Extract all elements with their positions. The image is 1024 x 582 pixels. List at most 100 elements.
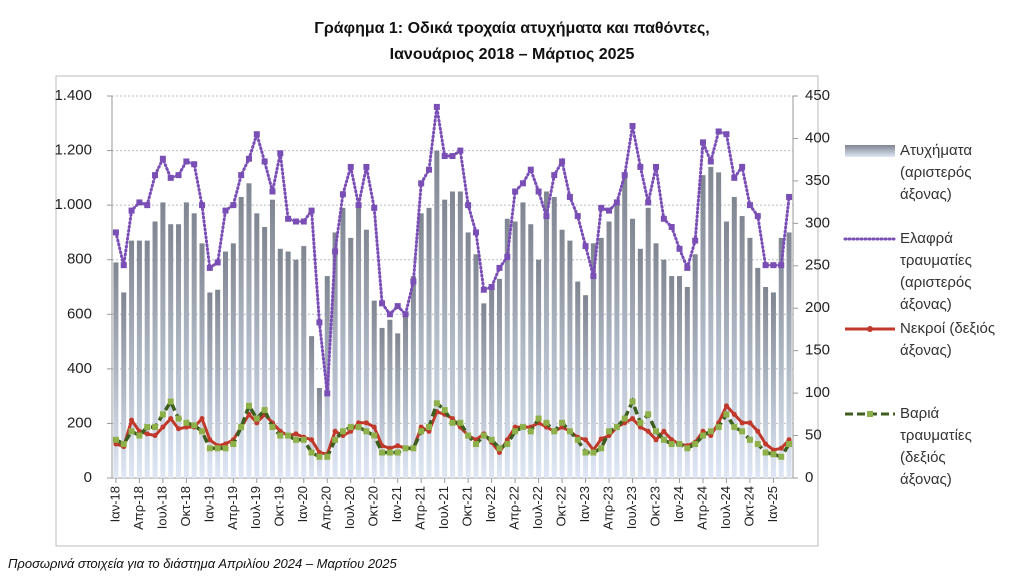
point — [144, 202, 151, 209]
point — [582, 449, 589, 456]
point — [763, 441, 769, 447]
point — [277, 150, 284, 157]
point — [770, 451, 777, 458]
point — [786, 193, 793, 200]
point — [410, 278, 417, 285]
point — [660, 215, 667, 222]
bar — [254, 213, 260, 479]
point — [206, 445, 213, 452]
bar — [755, 267, 761, 478]
point — [629, 398, 636, 405]
bar — [238, 196, 244, 478]
point — [347, 163, 354, 170]
point — [598, 445, 605, 452]
point — [551, 428, 558, 435]
bar — [614, 205, 620, 478]
x-tick-label: Ιαν-22 — [483, 486, 498, 522]
point — [426, 424, 433, 431]
bar — [786, 232, 792, 478]
point — [144, 424, 151, 431]
point — [175, 415, 182, 422]
x-tick-label: Απρ-21 — [413, 486, 428, 530]
bar — [246, 183, 252, 479]
point — [324, 390, 331, 397]
point — [739, 163, 746, 170]
y-tick-label: 0 — [84, 469, 92, 486]
legend-label: Βαριά τραυματίες (δεξιός άξονας) — [900, 405, 972, 488]
point — [261, 407, 268, 414]
point — [418, 180, 425, 187]
point — [723, 403, 729, 409]
point — [559, 419, 566, 426]
bar — [121, 292, 127, 478]
point — [120, 262, 127, 269]
point — [160, 424, 166, 430]
bar — [716, 172, 722, 478]
bar — [528, 224, 534, 478]
point — [488, 284, 495, 290]
point — [308, 449, 315, 456]
y-tick-label: 400 — [67, 360, 92, 377]
point — [598, 204, 605, 211]
x-tick-label: Απρ-24 — [694, 486, 709, 530]
point — [371, 204, 378, 211]
point — [661, 428, 667, 434]
bar — [144, 240, 150, 478]
point — [363, 428, 370, 435]
point — [637, 163, 644, 170]
bar — [262, 226, 268, 478]
bar — [152, 221, 158, 478]
x-tick-label: Οκτ-22 — [554, 486, 569, 527]
point — [339, 428, 346, 435]
legend-label: Ελαφρά τραυματίες (αριστερός άξονας) — [900, 230, 972, 313]
x-tick-label: Οκτ-19 — [272, 486, 287, 527]
point — [230, 202, 237, 209]
point — [496, 445, 503, 452]
point — [543, 419, 550, 426]
bar — [410, 276, 416, 478]
x-tick-label: Ιουλ-21 — [436, 486, 451, 529]
bar — [395, 333, 401, 478]
point — [285, 432, 292, 439]
point — [300, 218, 307, 225]
point — [371, 424, 377, 430]
bar — [309, 336, 315, 478]
point — [606, 207, 613, 214]
bar — [770, 292, 776, 478]
bar — [630, 218, 636, 479]
point — [128, 428, 135, 435]
point — [112, 436, 119, 443]
x-tick-label: Οκτ-20 — [366, 486, 381, 527]
y2-tick-label: 50 — [805, 427, 822, 444]
x-tick-label: Απρ-18 — [131, 486, 146, 530]
point — [183, 158, 190, 165]
bar — [356, 205, 362, 478]
point — [566, 193, 573, 200]
bar — [316, 387, 322, 478]
bar — [113, 262, 119, 478]
bar — [520, 202, 526, 478]
point — [653, 428, 660, 435]
bar — [481, 303, 487, 478]
point — [770, 262, 777, 269]
point — [332, 436, 339, 443]
y2-tick-label: 300 — [805, 214, 830, 231]
point — [449, 419, 456, 426]
bar — [442, 199, 448, 478]
point — [159, 411, 166, 418]
point — [645, 428, 651, 434]
point — [676, 441, 683, 448]
point — [128, 207, 135, 214]
point — [707, 428, 714, 435]
point — [731, 424, 738, 431]
point — [120, 441, 127, 448]
point — [253, 131, 260, 138]
bar — [277, 248, 283, 478]
point — [692, 237, 699, 244]
y-tick-label: 1.200 — [54, 142, 92, 159]
x-tick-label: Ιαν-23 — [577, 486, 592, 522]
point — [519, 424, 526, 431]
x-tick-label: Ιαν-21 — [389, 486, 404, 522]
point — [746, 436, 753, 443]
point — [214, 445, 221, 452]
